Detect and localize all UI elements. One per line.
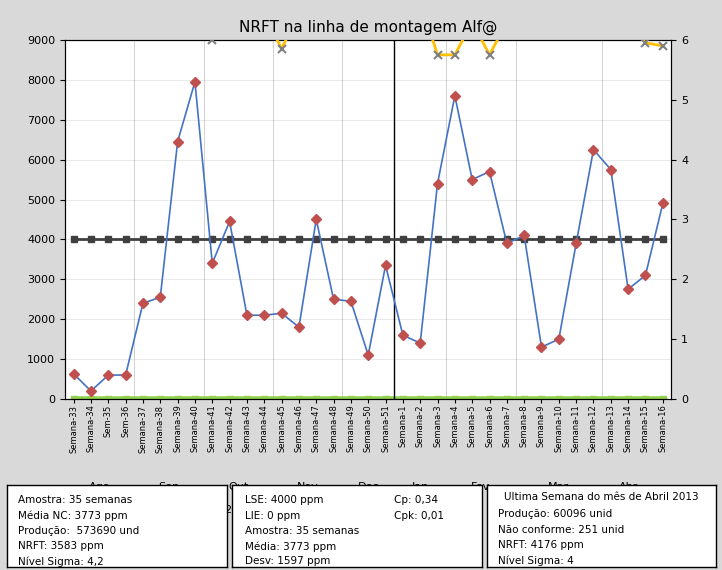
Text: LSE: 4000 ppm: LSE: 4000 ppm bbox=[245, 495, 323, 505]
Title: NRFT na linha de montagem Alf@: NRFT na linha de montagem Alf@ bbox=[239, 19, 497, 35]
Text: LIE: 0 ppm: LIE: 0 ppm bbox=[245, 511, 300, 520]
Text: Ultima Semana do mês de Abril 2013: Ultima Semana do mês de Abril 2013 bbox=[504, 492, 699, 502]
Text: Não conforme: 251 unid: Não conforme: 251 unid bbox=[498, 524, 625, 535]
Text: Nível Sigma: 4,2: Nível Sigma: 4,2 bbox=[18, 556, 104, 567]
Text: Produção: 60096 unid: Produção: 60096 unid bbox=[498, 510, 612, 519]
Text: Cpk: 0,01: Cpk: 0,01 bbox=[394, 511, 445, 520]
Text: Desv: 1597 ppm: Desv: 1597 ppm bbox=[245, 556, 330, 567]
Text: NRFT: 4176 ppm: NRFT: 4176 ppm bbox=[498, 540, 584, 550]
Text: Cp: 0,34: Cp: 0,34 bbox=[394, 495, 438, 505]
Text: Média NC: 3773 ppm: Média NC: 3773 ppm bbox=[18, 511, 128, 521]
Text: Nível Sigma: 4: Nível Sigma: 4 bbox=[498, 555, 574, 565]
Text: NRFT: 3583 ppm: NRFT: 3583 ppm bbox=[18, 541, 104, 551]
Text: Amostra: 35 semanas: Amostra: 35 semanas bbox=[245, 526, 359, 536]
Text: Produção:  573690 und: Produção: 573690 und bbox=[18, 526, 139, 536]
Text: Amostra: 35 semanas: Amostra: 35 semanas bbox=[18, 495, 132, 505]
Text: Média: 3773 ppm: Média: 3773 ppm bbox=[245, 541, 336, 552]
